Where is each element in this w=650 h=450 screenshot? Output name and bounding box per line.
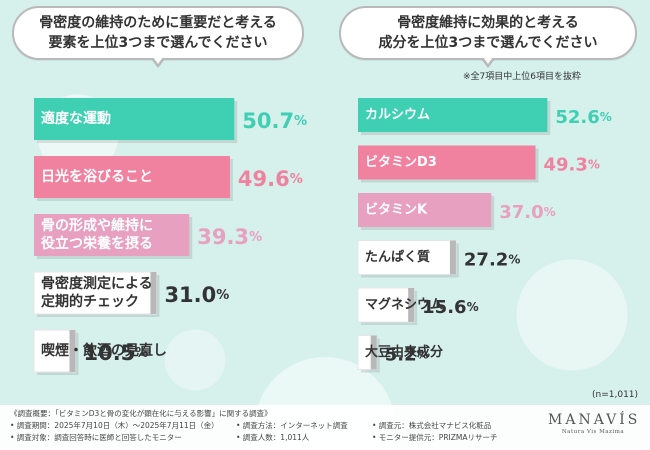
right-bar <box>358 193 492 227</box>
left-bar <box>34 156 230 198</box>
survey-period: • 調査期間：2025年7月10日（木）～2025年7月11日（金） <box>10 421 219 430</box>
left-value-label: 50.7% <box>242 109 307 133</box>
right-question-bubble: 骨密度維持に効果的と考える 成分を上位3つまで選んでください <box>339 6 637 60</box>
survey-title: 《調査概要：「ビタミンD3と骨の変化が顕在化に与える影響」に関する調査》 <box>10 409 272 418</box>
right-bar <box>370 335 377 370</box>
brand-logo-text: MANAVÍS <box>548 412 641 428</box>
left-bar <box>69 330 76 372</box>
left-bar-bg <box>33 271 157 315</box>
left-bar-bg <box>33 329 76 373</box>
right-value-label: 49.3% <box>543 154 599 175</box>
left-category-label: 定期的チェック <box>41 293 139 310</box>
sample-size: (n=1,011) <box>592 390 639 400</box>
right-bar <box>408 288 415 322</box>
left-category-label: 適度な運動 <box>41 110 111 127</box>
excerpt-note: ※全7項目中上位6項目を抜粋 <box>463 72 581 82</box>
survey-provider: • モニター提供元：PRIZMAリサーチ <box>372 433 498 442</box>
right-category-label: ビタミンD3 <box>365 154 437 170</box>
right-value-label: 15.6% <box>422 297 478 318</box>
left-value-label: 31.0% <box>164 283 229 307</box>
left-category-label: 喫煙・飲酒の見直し <box>41 342 167 359</box>
left-bar <box>34 98 235 140</box>
left-question-line2: 要素を上位3つまで選んでください <box>48 35 268 51</box>
right-category-label: マグネシウム <box>365 297 443 313</box>
left-bubble-tail <box>151 57 165 68</box>
brand-logo: MANAVÍS Natura Vis Mazima <box>548 412 638 435</box>
right-question-line1: 骨密度維持に効果的と考える <box>397 15 579 31</box>
right-category-label: ビタミンK <box>365 202 428 218</box>
survey-method: • 調査方法：インターネット調査 <box>236 421 348 430</box>
right-question-line2: 成分を上位3つまで選んでください <box>378 35 598 51</box>
right-value-label: 5.2% <box>385 344 429 365</box>
left-bar <box>150 272 157 314</box>
survey-source: • 調査元：株式会社マナビス化粧品 <box>372 421 492 430</box>
left-category-label: 日光を浴びること <box>41 168 153 185</box>
right-bar <box>449 240 456 275</box>
right-category-label: 大豆由来成分 <box>365 344 443 360</box>
left-value-label: 39.3% <box>197 225 262 249</box>
left-question-line1: 骨密度の維持のために重要だと考える <box>39 15 277 31</box>
left-category-label: 役立つ栄養を摂る <box>41 235 153 252</box>
right-value-label: 52.6% <box>555 107 611 128</box>
left-value-label: 49.6% <box>238 167 303 191</box>
left-category-label: 骨の形成や維持に <box>41 217 153 234</box>
left-question-bubble: 骨密度の維持のために重要だと考える 要素を上位3つまで選んでください <box>12 6 304 60</box>
right-category-label: たんぱく質 <box>365 249 430 265</box>
right-category-label: カルシウム <box>365 108 430 123</box>
brand-logo-tagline: Natura Vis Mazima <box>561 429 625 435</box>
survey-count: • 調査人数：1,011人 <box>236 433 310 442</box>
right-bubble-tail <box>481 57 495 68</box>
right-bar-bg <box>357 240 457 275</box>
right-value-label: 27.2% <box>464 249 520 270</box>
left-value-label: 10.5% <box>83 341 148 365</box>
left-category-label: 骨密度測定による <box>41 275 153 292</box>
right-bar <box>358 145 536 180</box>
survey-target: • 調査対象：調査回答時に医師と回答したモニター <box>10 433 182 442</box>
survey-footer: 《調査概要：「ビタミンD3と骨の変化が顕在化に与える影響」に関する調査》 • 調… <box>0 405 650 450</box>
right-value-label: 37.0% <box>499 202 555 223</box>
right-bar-bg <box>357 287 415 323</box>
left-bar <box>34 214 190 256</box>
right-bar <box>358 98 548 132</box>
